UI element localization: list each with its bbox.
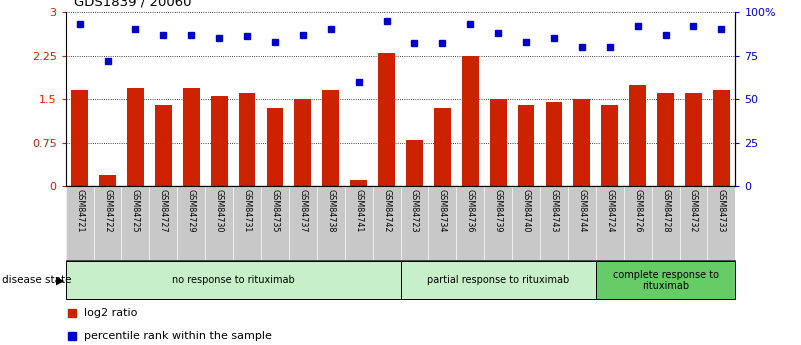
Bar bbox=[545, 102, 562, 186]
Bar bbox=[239, 93, 256, 186]
Bar bbox=[685, 93, 702, 186]
Text: GSM84742: GSM84742 bbox=[382, 188, 391, 232]
Bar bbox=[183, 88, 199, 186]
FancyBboxPatch shape bbox=[596, 261, 735, 299]
Text: GSM84733: GSM84733 bbox=[717, 188, 726, 232]
FancyBboxPatch shape bbox=[66, 261, 400, 299]
Text: GSM84722: GSM84722 bbox=[103, 188, 112, 232]
Bar bbox=[462, 56, 479, 186]
Bar bbox=[434, 108, 451, 186]
Text: partial response to rituximab: partial response to rituximab bbox=[427, 275, 570, 285]
Text: GSM84741: GSM84741 bbox=[354, 188, 363, 232]
Bar bbox=[602, 105, 618, 186]
Text: log2 ratio: log2 ratio bbox=[84, 308, 138, 318]
Bar bbox=[713, 90, 730, 186]
Bar bbox=[295, 99, 312, 186]
Text: GSM84743: GSM84743 bbox=[549, 188, 558, 232]
Text: GSM84739: GSM84739 bbox=[493, 188, 503, 232]
Text: GSM84726: GSM84726 bbox=[633, 188, 642, 232]
Text: GSM84727: GSM84727 bbox=[159, 188, 168, 232]
Text: GSM84729: GSM84729 bbox=[187, 188, 195, 232]
Bar bbox=[378, 53, 395, 186]
Bar bbox=[489, 99, 506, 186]
Text: GSM84721: GSM84721 bbox=[75, 188, 84, 232]
FancyBboxPatch shape bbox=[400, 261, 596, 299]
Bar bbox=[99, 175, 116, 186]
Text: GSM84725: GSM84725 bbox=[131, 188, 140, 232]
Text: GSM84728: GSM84728 bbox=[661, 188, 670, 232]
Text: GSM84738: GSM84738 bbox=[326, 188, 336, 232]
Text: GSM84744: GSM84744 bbox=[578, 188, 586, 232]
Text: GDS1839 / 20060: GDS1839 / 20060 bbox=[74, 0, 191, 9]
Bar bbox=[155, 105, 171, 186]
Bar bbox=[517, 105, 534, 186]
Bar bbox=[211, 96, 227, 186]
Text: disease state: disease state bbox=[2, 275, 72, 285]
Text: no response to rituximab: no response to rituximab bbox=[171, 275, 295, 285]
Bar bbox=[406, 140, 423, 186]
Text: GSM84737: GSM84737 bbox=[298, 188, 308, 232]
Bar bbox=[127, 88, 144, 186]
Text: GSM84731: GSM84731 bbox=[243, 188, 252, 232]
Text: GSM84740: GSM84740 bbox=[521, 188, 530, 232]
Bar bbox=[657, 93, 674, 186]
Bar bbox=[267, 108, 284, 186]
Text: ▶: ▶ bbox=[56, 275, 65, 285]
Bar bbox=[322, 90, 339, 186]
Text: GSM84735: GSM84735 bbox=[271, 188, 280, 232]
Bar bbox=[574, 99, 590, 186]
Text: GSM84734: GSM84734 bbox=[438, 188, 447, 232]
Text: GSM84723: GSM84723 bbox=[410, 188, 419, 232]
Text: GSM84736: GSM84736 bbox=[465, 188, 475, 232]
Bar bbox=[630, 85, 646, 186]
Text: GSM84724: GSM84724 bbox=[606, 188, 614, 232]
Bar bbox=[350, 180, 367, 186]
Text: GSM84732: GSM84732 bbox=[689, 188, 698, 232]
Text: percentile rank within the sample: percentile rank within the sample bbox=[84, 331, 272, 341]
Bar bbox=[71, 90, 88, 186]
Text: complete response to
rituximab: complete response to rituximab bbox=[613, 269, 718, 291]
Text: GSM84730: GSM84730 bbox=[215, 188, 223, 232]
